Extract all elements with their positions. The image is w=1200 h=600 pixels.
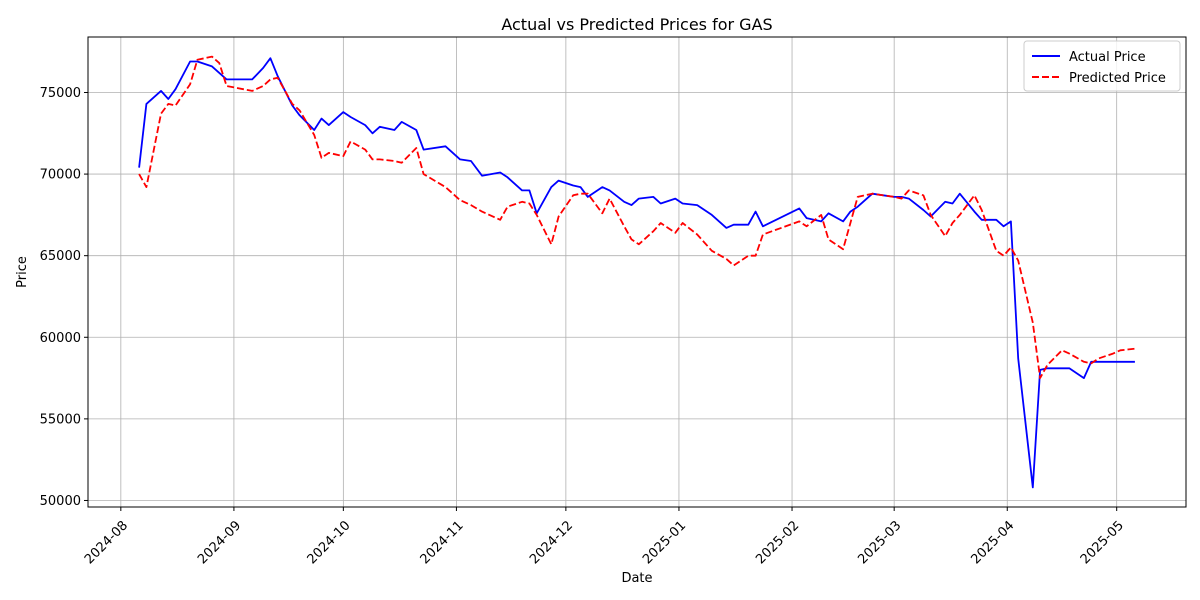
predicted-price-line: [138, 55, 1135, 380]
y-tick-label: 50000: [40, 494, 81, 509]
legend: Actual Price Predicted Price: [1023, 40, 1181, 92]
y-axis-label: Price: [15, 256, 30, 288]
chart-title: Actual vs Predicted Prices for GAS: [501, 15, 772, 34]
plot-area-frame: [87, 36, 1187, 508]
y-tick-label: 60000: [40, 331, 81, 346]
y-tick-label: 75000: [40, 86, 81, 101]
y-tick-label: 70000: [40, 168, 81, 183]
legend-label-predicted-price: Predicted Price: [1069, 71, 1166, 86]
legend-label-actual-price: Actual Price: [1069, 50, 1146, 65]
series-lines: [138, 55, 1135, 489]
legend-box: [1023, 40, 1181, 92]
x-axis-label: Date: [621, 571, 652, 586]
y-tick-label: 55000: [40, 412, 81, 427]
y-tick-label: 65000: [40, 249, 81, 264]
actual-price-line: [138, 57, 1135, 489]
